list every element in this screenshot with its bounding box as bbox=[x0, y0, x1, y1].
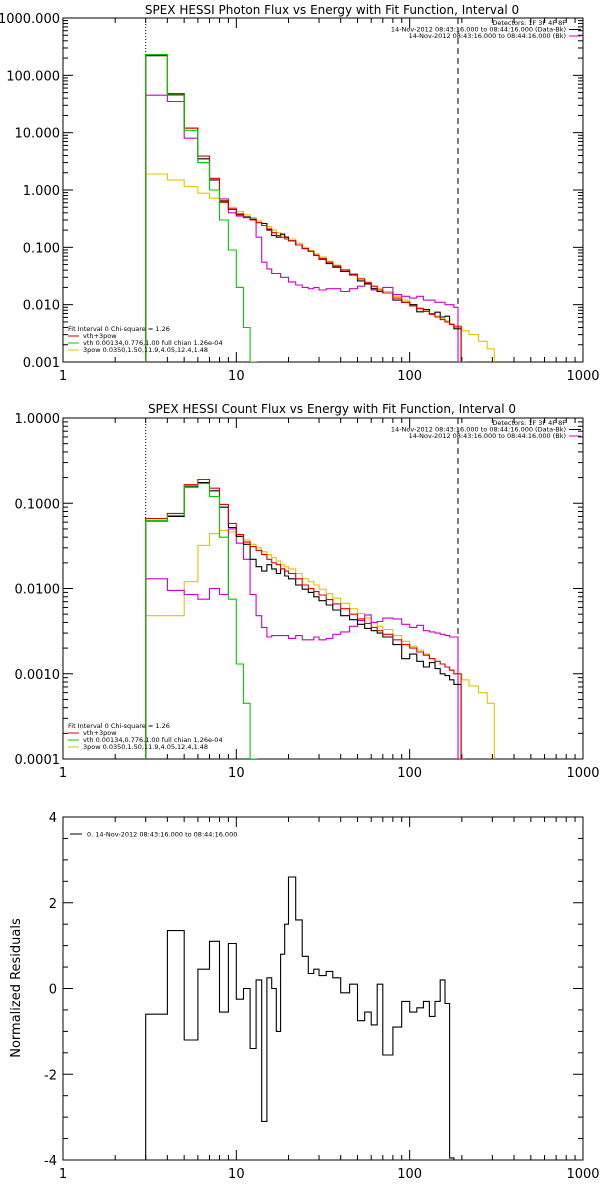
y-tick-label: 0.0100 bbox=[15, 583, 61, 598]
plot-frame bbox=[62, 417, 584, 760]
axes: 1 10 100 1000 -4 -2 0 2 4 bbox=[44, 811, 600, 1182]
y-tick-label: 1.000 bbox=[23, 184, 60, 199]
legend-label: vth+3pow bbox=[83, 729, 117, 737]
residuals-panel: Normalized Residuals 1 10 100 1000 -4 -2 0 2 4 0… bbox=[9, 811, 600, 1182]
legend-label: Detectors: 1F 3F 4F 8F bbox=[492, 419, 566, 427]
legend-label: 14-Nov-2012 08:43:16.000 to 08:44:16.000… bbox=[391, 26, 566, 34]
x-tick-label: 10 bbox=[228, 1167, 245, 1182]
legend-label: Fit Interval 0 Chi-square = 1.26 bbox=[68, 722, 170, 730]
x-tick-label: 1 bbox=[59, 1167, 67, 1182]
legend-label: Detectors: 1F 3F 4F 8F bbox=[492, 19, 566, 27]
plot-frame bbox=[62, 17, 584, 363]
x-tick-label: 10 bbox=[228, 766, 245, 781]
y-tick-label: 0.010 bbox=[23, 299, 60, 314]
fit-legend: Fit Interval 0 Chi-square = 1.26vth+3pow… bbox=[68, 722, 223, 751]
y-tick-label: 0.1000 bbox=[15, 497, 61, 512]
legend-label: Fit Interval 0 Chi-square = 1.26 bbox=[68, 325, 170, 333]
x-tick-label: 1 bbox=[59, 369, 67, 384]
legend-label: 3pow 0.0350,1.50,11.9,4.05,12.4,1.48 bbox=[83, 743, 208, 751]
y-tick-label: 4 bbox=[49, 811, 57, 826]
plot-frame bbox=[62, 816, 584, 1161]
x-tick-label: 100 bbox=[397, 1167, 422, 1182]
y-tick-label: 1.0000 bbox=[15, 412, 61, 427]
y-tick-label: 0.001 bbox=[23, 356, 60, 371]
x-tick-label: 100 bbox=[397, 369, 422, 384]
panel-title: SPEX HESSI Photon Flux vs Energy with Fi… bbox=[145, 3, 519, 17]
x-tick-label: 10 bbox=[228, 369, 245, 384]
x-tick-label: 1 bbox=[59, 766, 67, 781]
y-tick-label: 2 bbox=[49, 897, 57, 912]
series-vth bbox=[145, 483, 258, 759]
legend-label: vth 0.00134,0.776,1.00 full chian 1.26e-… bbox=[83, 736, 223, 744]
y-axis-label: Normalized Residuals bbox=[9, 918, 24, 1058]
series-residuals bbox=[145, 876, 466, 1160]
y-tick-label: 0.0010 bbox=[15, 668, 61, 683]
y-tick-label: 100.000 bbox=[6, 69, 60, 84]
y-tick-label: 0 bbox=[49, 983, 57, 998]
series-vth-3pow bbox=[145, 54, 462, 362]
count-flux-panel: SPEX HESSI Count Flux vs Energy with Fit… bbox=[15, 402, 600, 781]
legend-label: 14-Nov-2012 08:43:16.000 to 08:44:16.000… bbox=[409, 32, 566, 40]
x-tick-label: 1000 bbox=[566, 369, 599, 384]
photon-flux-panel: SPEX HESSI Photon Flux vs Energy with Fi… bbox=[0, 3, 600, 384]
series-vth bbox=[145, 54, 258, 362]
plot-area bbox=[145, 876, 466, 1160]
series-3pow bbox=[145, 529, 495, 759]
series-vth-3pow bbox=[145, 478, 462, 759]
series-bk bbox=[145, 94, 466, 362]
plot-area bbox=[145, 54, 495, 362]
series-data-bk bbox=[145, 481, 462, 759]
axes: 1 10 100 1000 0.0001 0.0010 0.0100 0.1000 1.0000 bbox=[15, 412, 600, 781]
legend-label: vth 0.00134,0.776,1.00 full chian 1.26e-… bbox=[83, 339, 223, 347]
series-3pow bbox=[145, 173, 495, 362]
y-tick-label: -4 bbox=[44, 1154, 57, 1169]
legend-label: 0. 14-Nov-2012 08:43:16.000 to 08:44:16.… bbox=[87, 831, 237, 839]
panel-title: SPEX HESSI Count Flux vs Energy with Fit… bbox=[148, 402, 516, 416]
y-tick-label: 10.000 bbox=[15, 127, 61, 142]
legend-label: 14-Nov-2012 08:43:16.000 to 08:44:16.000… bbox=[409, 432, 566, 440]
x-tick-label: 1000 bbox=[566, 1167, 599, 1182]
legend-label: vth+3pow bbox=[83, 332, 117, 340]
y-tick-label: 0.0001 bbox=[15, 753, 61, 768]
axes: 1 10 100 1000 0.001 0.010 0.100 1.000 10.000 100.… bbox=[0, 12, 600, 384]
x-tick-label: 1000 bbox=[566, 766, 599, 781]
series-bk bbox=[145, 528, 466, 759]
y-tick-label: 0.100 bbox=[23, 241, 60, 256]
residual-legend: 0. 14-Nov-2012 08:43:16.000 to 08:44:16.… bbox=[70, 831, 237, 839]
y-tick-label: 1000.000 bbox=[0, 12, 60, 27]
fit-legend: Fit Interval 0 Chi-square = 1.26vth+3pow… bbox=[68, 325, 223, 354]
y-tick-label: -2 bbox=[44, 1068, 57, 1083]
x-tick-label: 100 bbox=[397, 766, 422, 781]
series-data-bk bbox=[145, 55, 462, 362]
plot-area bbox=[145, 478, 495, 759]
legend-label: 14-Nov-2012 08:43:16.000 to 08:44:16.000… bbox=[391, 426, 566, 434]
legend-label: 3pow 0.0350,1.50,11.9,4.05,12.4,1.48 bbox=[83, 346, 208, 354]
